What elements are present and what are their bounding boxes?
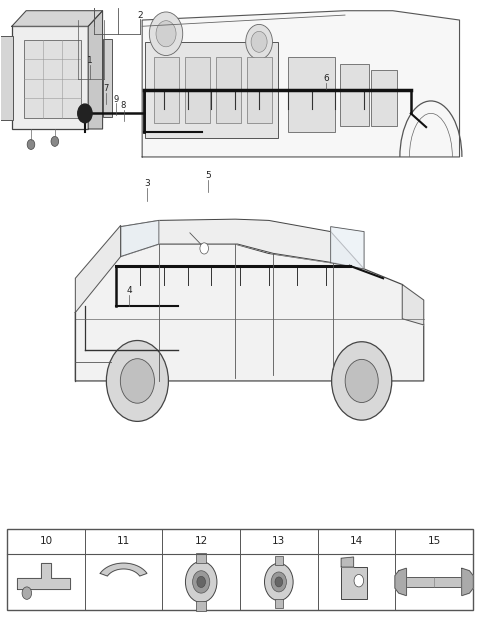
Text: 14: 14 <box>350 536 363 546</box>
Circle shape <box>246 24 273 59</box>
Polygon shape <box>17 563 70 589</box>
Circle shape <box>27 139 35 149</box>
Polygon shape <box>402 284 424 325</box>
Text: 7: 7 <box>104 84 109 93</box>
Polygon shape <box>142 11 459 157</box>
Polygon shape <box>120 221 159 256</box>
Bar <box>247 58 272 122</box>
Circle shape <box>192 571 210 593</box>
Polygon shape <box>75 226 120 312</box>
Text: 3: 3 <box>144 179 150 188</box>
Text: 8: 8 <box>121 101 126 111</box>
Circle shape <box>197 576 205 587</box>
Polygon shape <box>12 11 103 26</box>
Text: 5: 5 <box>205 171 211 180</box>
Bar <box>371 70 397 126</box>
Bar <box>288 58 336 132</box>
Polygon shape <box>120 219 364 269</box>
Text: 12: 12 <box>194 536 208 546</box>
Bar <box>144 42 278 138</box>
Circle shape <box>275 577 283 587</box>
Text: 1: 1 <box>87 56 93 65</box>
Polygon shape <box>75 244 424 381</box>
Circle shape <box>354 574 364 587</box>
Text: 15: 15 <box>428 536 441 546</box>
Polygon shape <box>462 568 473 596</box>
Bar <box>185 58 210 122</box>
Circle shape <box>149 12 183 56</box>
Circle shape <box>78 104 92 122</box>
Bar <box>196 553 206 563</box>
Bar <box>24 40 81 118</box>
Circle shape <box>200 242 208 254</box>
Circle shape <box>156 21 176 47</box>
Circle shape <box>251 31 267 52</box>
Bar <box>0 36 13 119</box>
Polygon shape <box>88 11 103 129</box>
Bar <box>103 39 112 116</box>
Polygon shape <box>395 568 407 596</box>
Circle shape <box>22 587 32 599</box>
Text: 11: 11 <box>117 536 130 546</box>
Circle shape <box>185 561 217 602</box>
Circle shape <box>107 341 168 421</box>
Circle shape <box>51 136 59 146</box>
Circle shape <box>264 563 293 601</box>
Polygon shape <box>100 563 147 576</box>
Bar <box>12 26 88 129</box>
Bar <box>216 58 241 122</box>
Bar <box>196 601 206 611</box>
Circle shape <box>345 359 378 403</box>
Text: 2: 2 <box>137 11 143 19</box>
Text: 6: 6 <box>323 74 329 83</box>
Bar <box>154 58 179 122</box>
Text: 4: 4 <box>126 286 132 295</box>
Bar <box>340 64 369 126</box>
Text: 13: 13 <box>272 536 286 546</box>
Bar <box>407 577 462 587</box>
Bar <box>341 567 367 599</box>
Bar <box>275 599 283 608</box>
Bar <box>275 556 283 564</box>
Bar <box>7 529 473 610</box>
Polygon shape <box>341 557 354 567</box>
Text: 9: 9 <box>113 94 119 104</box>
Circle shape <box>332 342 392 420</box>
Circle shape <box>271 572 287 592</box>
Text: 10: 10 <box>39 536 52 546</box>
Polygon shape <box>331 227 364 269</box>
Circle shape <box>120 359 155 403</box>
